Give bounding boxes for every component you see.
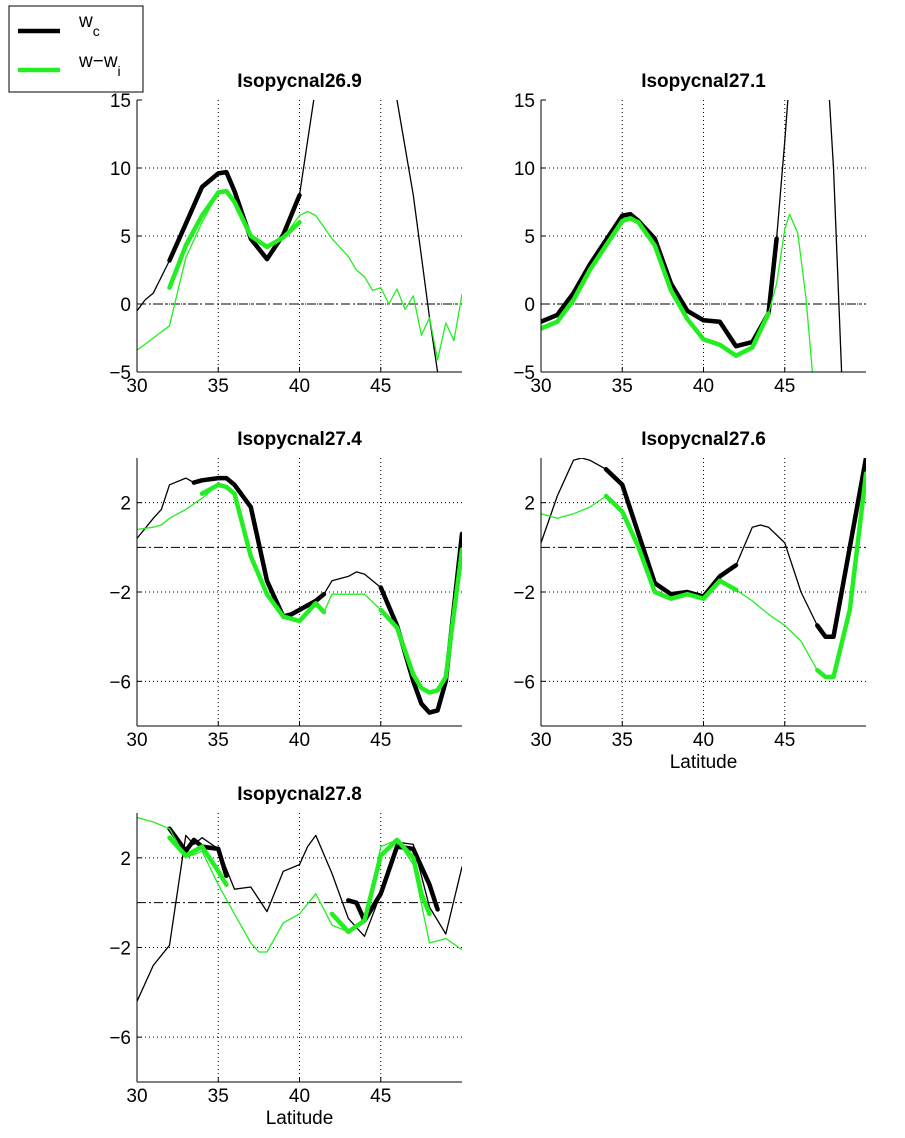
legend-label-wc: wc bbox=[78, 11, 100, 39]
y-tick-label: −6 bbox=[109, 1028, 131, 1049]
y-tick-label: 0 bbox=[524, 295, 535, 316]
y-tick-label: 15 bbox=[514, 91, 535, 112]
subplot-title: Isopycnal27.1 bbox=[641, 71, 766, 92]
series-wwi_thick2 bbox=[329, 837, 432, 935]
y-tick-label: 2 bbox=[120, 494, 131, 515]
series-wc_thick bbox=[541, 211, 779, 349]
x-tick-label: 35 bbox=[208, 730, 229, 751]
y-tick-label: −6 bbox=[513, 672, 535, 693]
x-tick-label: 35 bbox=[208, 1086, 229, 1107]
x-tick-label: 40 bbox=[693, 376, 714, 397]
series-group bbox=[137, 475, 462, 715]
x-tick-label: 45 bbox=[370, 376, 391, 397]
series-wwi_thick bbox=[167, 188, 302, 290]
legend-label-wc-base: w bbox=[78, 11, 93, 32]
x-tick-label: 45 bbox=[774, 376, 795, 397]
x-tick-label: 40 bbox=[289, 730, 310, 751]
y-tick-label: −2 bbox=[109, 939, 131, 960]
series-wwi_thick bbox=[167, 835, 229, 887]
legend-label-wwi-base: w−w bbox=[78, 51, 118, 72]
legend-label-wwi: w−wi bbox=[78, 51, 121, 79]
y-tick-label: 5 bbox=[120, 227, 131, 248]
series-group bbox=[137, 816, 462, 1002]
subplots: 30 35 40 45 −5 0 5 10 15 Isopycnal26.9 30 35 40 45 −5 0… bbox=[109, 71, 866, 1129]
y-tick-label: 2 bbox=[120, 849, 131, 870]
series-wc_thick bbox=[603, 466, 739, 599]
subplot-2: 30 35 40 45 −5 0 5 10 15 Isopycnal27.1 bbox=[513, 71, 866, 397]
x-tick-label: 30 bbox=[126, 376, 147, 397]
series-group bbox=[137, 100, 462, 372]
subplot-title: Isopycnal26.9 bbox=[237, 71, 362, 92]
legend-box bbox=[8, 5, 144, 93]
series-wc_thick2 bbox=[346, 844, 440, 923]
subplot-title: Isopycnal27.6 bbox=[641, 429, 766, 450]
x-tick-label: 30 bbox=[126, 730, 147, 751]
x-tick-label: 35 bbox=[612, 376, 633, 397]
series-wwi_thin bbox=[137, 816, 462, 953]
x-tick-label: 35 bbox=[208, 376, 229, 397]
y-tick-label: −6 bbox=[109, 672, 131, 693]
x-tick-label: 45 bbox=[370, 730, 391, 751]
series-group bbox=[541, 458, 866, 680]
y-tick-label: 5 bbox=[524, 227, 535, 248]
series-wc_thick bbox=[167, 169, 302, 263]
x-axis-label: Latitude bbox=[266, 1108, 334, 1129]
series-wwi_thick bbox=[199, 482, 327, 624]
subplot-title: Isopycnal27.4 bbox=[237, 429, 362, 450]
subplot-3: 30 35 40 45 −6 −2 2 Isopycnal27.4 bbox=[109, 429, 462, 751]
x-tick-label: 30 bbox=[530, 730, 551, 751]
series-wwi_thick bbox=[603, 493, 739, 601]
series-wc_thick bbox=[167, 826, 229, 879]
series-wwi_thick bbox=[541, 216, 771, 358]
x-tick-label: 30 bbox=[530, 376, 551, 397]
y-tick-label: −2 bbox=[513, 583, 535, 604]
y-tick-label: −2 bbox=[109, 583, 131, 604]
legend-label-wwi-sub: i bbox=[118, 63, 121, 79]
series-group bbox=[541, 100, 843, 372]
y-tick-label: 0 bbox=[120, 295, 131, 316]
legend-label-wc-sub: c bbox=[93, 23, 100, 39]
subplot-5: 30 35 40 45 −6 −2 2 Isopycnal27.8 Latitude bbox=[109, 784, 462, 1129]
subplot-4: 30 35 40 45 −6 −2 2 Isopycnal27.6 Latitude bbox=[513, 429, 866, 773]
y-tick-label: 15 bbox=[110, 91, 131, 112]
x-tick-label: 40 bbox=[289, 376, 310, 397]
legend: wc w−wi bbox=[8, 5, 144, 93]
subplot-1: 30 35 40 45 −5 0 5 10 15 Isopycnal26.9 bbox=[109, 71, 462, 397]
y-tick-label: 10 bbox=[110, 159, 131, 180]
y-tick-label: −5 bbox=[109, 363, 131, 384]
y-tick-label: 10 bbox=[514, 159, 535, 180]
x-tick-label: 40 bbox=[693, 730, 714, 751]
series-wwi_thick2 bbox=[815, 471, 866, 680]
series-wc_thick2 bbox=[815, 458, 866, 639]
x-axis-label: Latitude bbox=[670, 752, 738, 773]
subplot-title: Isopycnal27.8 bbox=[237, 784, 362, 805]
y-tick-label: −5 bbox=[513, 363, 535, 384]
x-tick-label: 45 bbox=[370, 1086, 391, 1107]
x-tick-label: 45 bbox=[774, 730, 795, 751]
x-tick-label: 30 bbox=[126, 1086, 147, 1107]
x-tick-label: 35 bbox=[612, 730, 633, 751]
series-wwi_thick2 bbox=[378, 547, 462, 695]
y-tick-label: 2 bbox=[524, 494, 535, 515]
series-wc_thick bbox=[191, 475, 327, 619]
x-tick-label: 40 bbox=[289, 1086, 310, 1107]
